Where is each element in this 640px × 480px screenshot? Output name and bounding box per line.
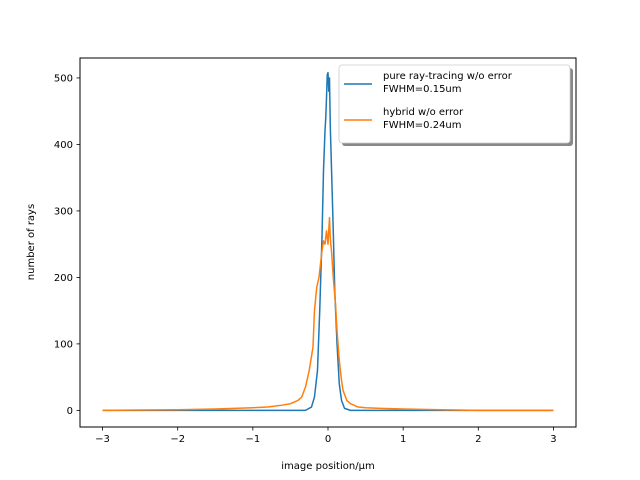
y-tick-label: 100 — [54, 339, 73, 350]
y-tick-label: 200 — [54, 273, 73, 284]
series-line-1 — [102, 216, 554, 412]
legend: pure ray-tracing w/o error FWHM=0.15um hyb… — [338, 64, 573, 146]
x-tick-label: −3 — [95, 434, 110, 445]
y-tick-label: 400 — [54, 140, 73, 151]
legend-label-1: FWHM=0.24um — [383, 120, 462, 131]
legend-label-0: pure ray-tracing w/o error — [383, 71, 513, 82]
x-tick-label: 3 — [550, 434, 556, 445]
x-axis-ticks: −3 −2 −1 0 1 2 3 — [95, 427, 557, 445]
x-tick-label: 2 — [475, 434, 481, 445]
series-line-0 — [102, 71, 554, 412]
legend-label-0: FWHM=0.15um — [383, 84, 462, 95]
x-tick-label: −1 — [245, 434, 260, 445]
y-tick-label: 0 — [67, 406, 73, 417]
x-tick-label: 0 — [325, 434, 331, 445]
x-tick-label: 1 — [400, 434, 406, 445]
y-tick-label: 500 — [54, 73, 73, 84]
y-axis-label: number of rays — [26, 204, 37, 280]
plot-lines — [102, 71, 554, 412]
x-axis-label: image position/μm — [281, 461, 374, 472]
y-tick-label: 300 — [54, 206, 73, 217]
legend-label-1: hybrid w/o error — [383, 107, 464, 118]
y-axis-ticks: 0 100 200 300 400 500 — [54, 73, 80, 417]
x-tick-label: −2 — [170, 434, 185, 445]
legend-box — [338, 64, 571, 144]
